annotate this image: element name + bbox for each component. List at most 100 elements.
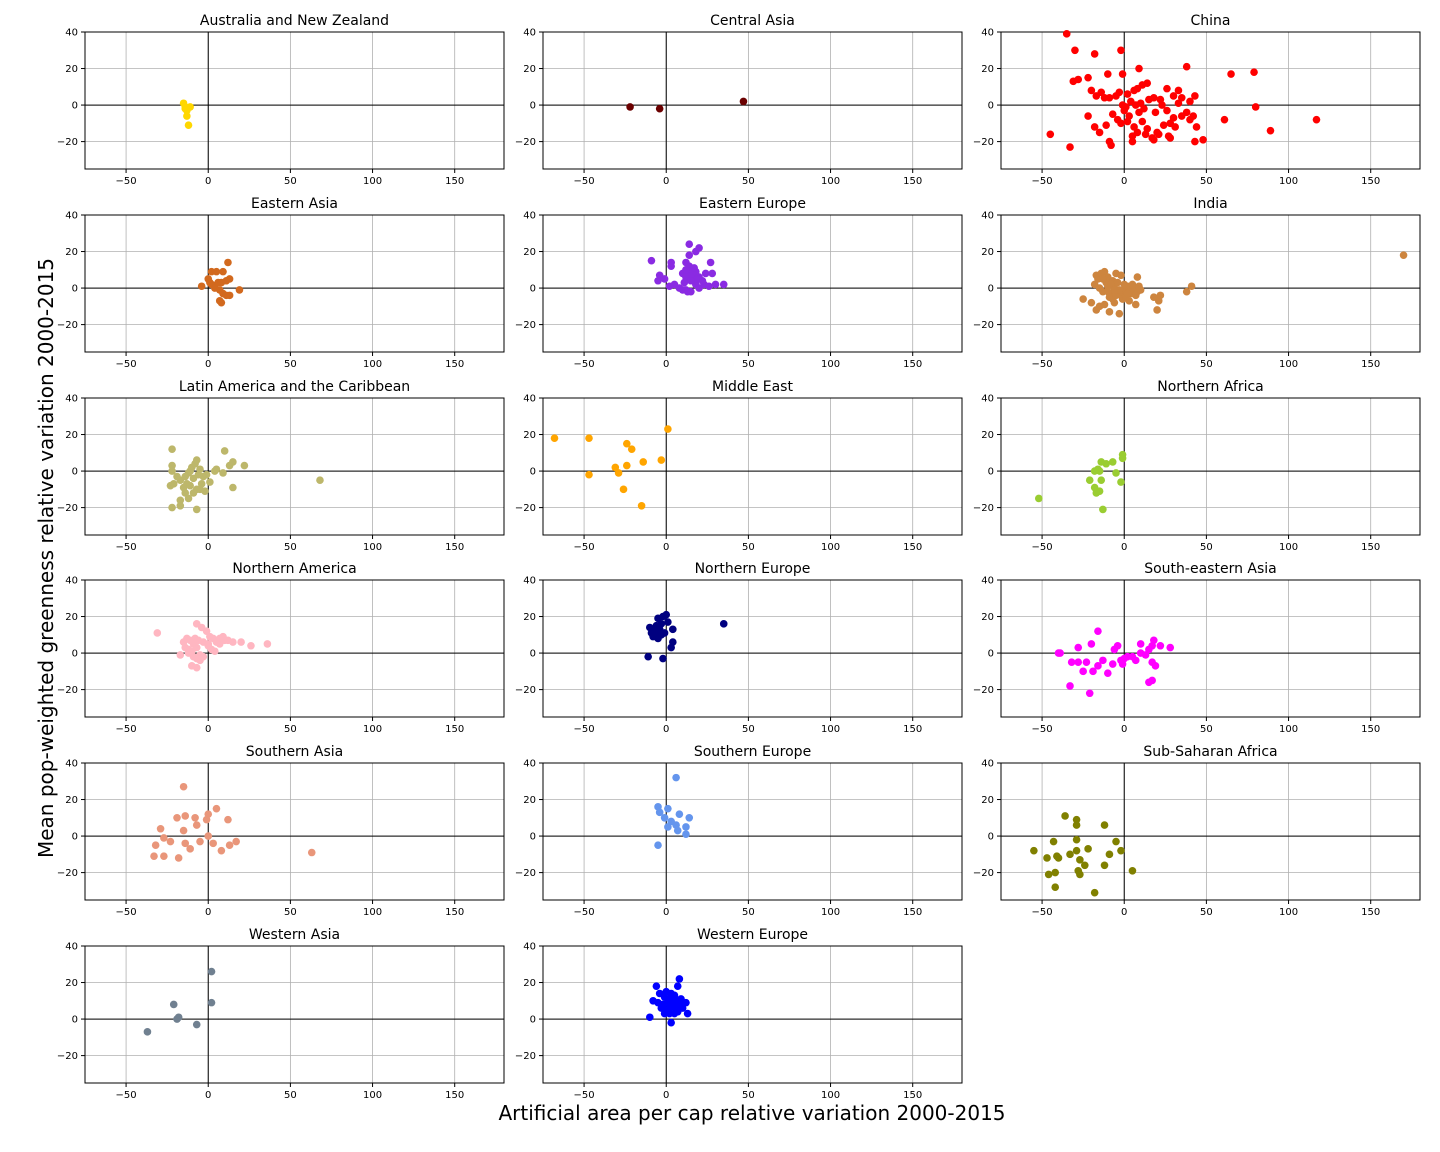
scatter-panel: −50 0 50 100 150 −20 0 20 40 India bbox=[973, 196, 1421, 370]
scatter-point bbox=[669, 625, 677, 634]
scatter-point bbox=[1097, 88, 1106, 97]
scatter-point bbox=[627, 445, 636, 453]
scatter-point bbox=[240, 461, 249, 470]
x-tick-label: −50 bbox=[574, 907, 595, 918]
scatter-point bbox=[1067, 658, 1076, 666]
y-tick-label: 20 bbox=[981, 612, 994, 623]
scatter-point bbox=[647, 256, 656, 265]
scatter-point bbox=[667, 1018, 675, 1027]
panel-title: Australia and New Zealand bbox=[200, 13, 389, 29]
y-tick-label: 40 bbox=[523, 28, 536, 39]
scatter-point bbox=[1113, 278, 1122, 287]
scatter-point bbox=[1090, 888, 1099, 897]
plot-frame bbox=[1000, 579, 1421, 718]
x-tick-label: 0 bbox=[205, 907, 211, 918]
scatter-point bbox=[168, 503, 176, 512]
scatter-point bbox=[673, 982, 682, 990]
scatter-point bbox=[169, 1000, 178, 1009]
scatter-point bbox=[204, 832, 213, 840]
y-tick-label: −20 bbox=[973, 137, 994, 148]
scatter-point bbox=[1113, 641, 1122, 650]
scatter-point bbox=[1094, 627, 1102, 635]
y-tick-label: −20 bbox=[57, 1051, 78, 1062]
scatter-point bbox=[1251, 103, 1260, 111]
scatter-point bbox=[1266, 126, 1275, 135]
scatter-point bbox=[1044, 870, 1053, 879]
scatter-point bbox=[1128, 132, 1137, 140]
y-tick-label: −20 bbox=[57, 320, 78, 331]
scatter-point bbox=[192, 821, 201, 829]
x-tick-label: 0 bbox=[663, 359, 669, 370]
scatter-point bbox=[693, 275, 702, 283]
scatter-point bbox=[1066, 850, 1074, 859]
scatter-point bbox=[1131, 300, 1140, 309]
scatter-point bbox=[664, 804, 672, 813]
scatter-point bbox=[160, 852, 168, 860]
panel-grid: −50 0 50 100 150 −20 0 20 40 Australia and New Ze… bbox=[57, 13, 1421, 1101]
y-tick-label: −20 bbox=[515, 868, 536, 879]
x-tick-label: 100 bbox=[363, 907, 382, 918]
figure-x-axis-label: Artificial area per cap relative variati… bbox=[498, 1101, 1005, 1125]
scatter-point bbox=[654, 276, 662, 285]
scatter-point bbox=[1154, 130, 1163, 139]
scatter-point bbox=[719, 620, 728, 628]
scatter-point bbox=[153, 629, 162, 637]
y-tick-label: 0 bbox=[988, 101, 994, 112]
scatter-point bbox=[196, 656, 204, 665]
scatter-point bbox=[639, 458, 648, 466]
scatter-point bbox=[168, 445, 176, 453]
scatter-point bbox=[166, 837, 175, 846]
scatter-point bbox=[655, 104, 664, 113]
scatter-point bbox=[1128, 137, 1137, 146]
y-tick-label: 40 bbox=[523, 759, 536, 770]
y-tick-label: −20 bbox=[57, 503, 78, 514]
scatter-point bbox=[150, 852, 158, 860]
scatter-panel: −50 0 50 100 150 −20 0 20 40 Northern Europe bbox=[515, 561, 963, 735]
scatter-point bbox=[1087, 86, 1096, 95]
scatter-point bbox=[685, 814, 694, 822]
scatter-point bbox=[1085, 476, 1094, 485]
plot-frame bbox=[542, 579, 963, 718]
y-tick-label: 20 bbox=[65, 247, 78, 258]
x-tick-label: 150 bbox=[1361, 359, 1380, 370]
scatter-point bbox=[202, 470, 211, 479]
x-tick-label: 150 bbox=[445, 1090, 464, 1101]
y-tick-label: 0 bbox=[72, 649, 78, 660]
scatter-point bbox=[1187, 282, 1196, 291]
scatter-point bbox=[652, 982, 661, 990]
scatter-point bbox=[644, 652, 652, 661]
scatter-point bbox=[1112, 469, 1120, 477]
scatter-point bbox=[212, 465, 221, 474]
scatter-point bbox=[1169, 114, 1178, 122]
scatter-panel: −50 0 50 100 150 −20 0 20 40 Middle East bbox=[515, 379, 963, 553]
plot-frame bbox=[84, 31, 505, 170]
scatter-point bbox=[196, 837, 204, 846]
x-tick-label: 50 bbox=[742, 724, 755, 735]
scatter-point bbox=[229, 638, 237, 646]
scatter-point bbox=[1189, 112, 1198, 120]
x-tick-label: 100 bbox=[363, 542, 382, 553]
scatter-point bbox=[1100, 861, 1109, 870]
scatter-point bbox=[683, 1009, 692, 1018]
scatter-point bbox=[225, 275, 234, 283]
y-tick-label: −20 bbox=[973, 320, 994, 331]
scatter-point bbox=[623, 439, 631, 448]
scatter-point bbox=[1072, 821, 1081, 829]
scatter-point bbox=[1089, 667, 1097, 676]
scatter-point bbox=[673, 826, 682, 835]
y-tick-label: 0 bbox=[988, 649, 994, 660]
y-tick-label: 40 bbox=[65, 759, 78, 770]
scatter-point bbox=[1150, 135, 1158, 144]
x-tick-label: −50 bbox=[116, 359, 137, 370]
x-tick-label: 100 bbox=[821, 542, 840, 553]
x-tick-label: 150 bbox=[903, 542, 922, 553]
scatter-point bbox=[307, 848, 316, 857]
scatter-point bbox=[1128, 280, 1137, 289]
scatter-point bbox=[675, 810, 684, 818]
scatter-point bbox=[1131, 291, 1140, 300]
scatter-point bbox=[215, 634, 224, 643]
panel-title: Sub-Saharan Africa bbox=[1143, 744, 1277, 760]
y-tick-label: 20 bbox=[65, 795, 78, 806]
scatter-point bbox=[1151, 108, 1160, 117]
x-tick-label: −50 bbox=[116, 542, 137, 553]
